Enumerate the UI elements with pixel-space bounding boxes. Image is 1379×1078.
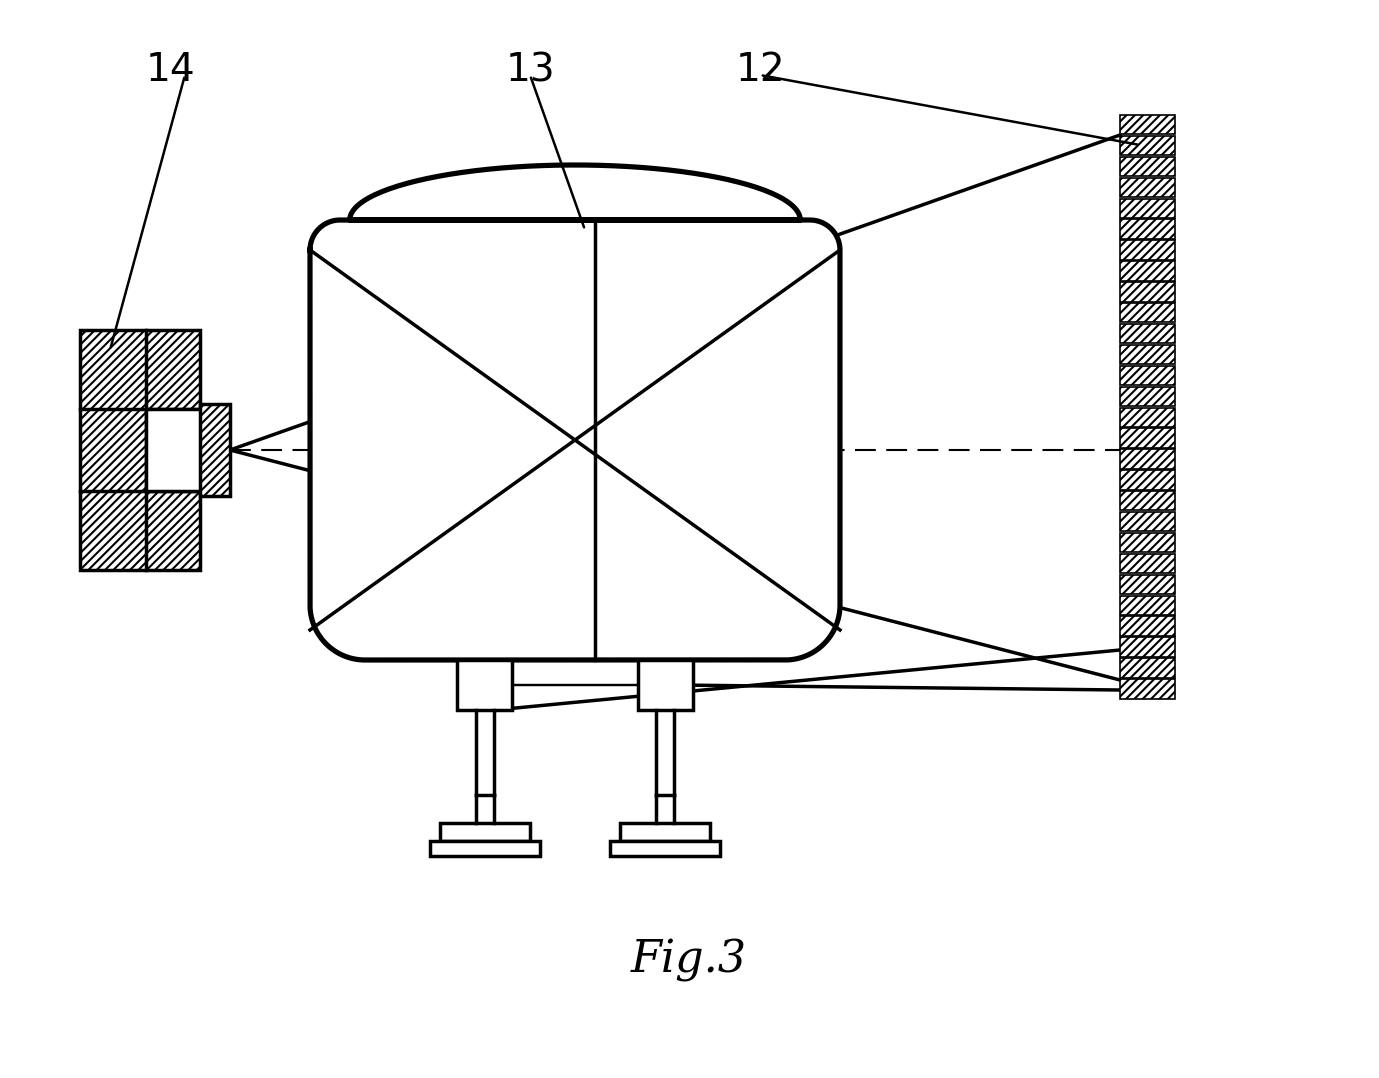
Bar [1120, 679, 1175, 699]
Bar [1120, 303, 1175, 322]
Bar [1120, 136, 1175, 155]
Bar [1120, 617, 1175, 636]
Bar [621, 823, 710, 841]
Bar [1120, 428, 1175, 447]
Bar [430, 841, 541, 856]
Bar [1120, 659, 1175, 678]
Bar [1120, 345, 1175, 364]
Bar [1120, 470, 1175, 489]
Bar [1120, 115, 1175, 135]
Bar [1120, 240, 1175, 260]
Bar [146, 410, 205, 490]
Bar [1120, 261, 1175, 280]
Bar [80, 330, 200, 570]
Bar [1120, 387, 1175, 406]
Bar [1120, 261, 1175, 280]
Bar [1120, 178, 1175, 197]
Text: 12: 12 [735, 51, 785, 89]
Bar [1120, 282, 1175, 302]
Bar [1120, 156, 1175, 176]
Bar [458, 660, 513, 710]
Bar [1120, 659, 1175, 678]
Polygon shape [310, 165, 840, 660]
Bar [1120, 136, 1175, 155]
Bar [1120, 323, 1175, 343]
Bar [1120, 365, 1175, 385]
Bar [610, 841, 720, 856]
Bar [1120, 637, 1175, 657]
Bar [1120, 198, 1175, 218]
Bar [1120, 492, 1175, 511]
Bar [1120, 554, 1175, 573]
Bar [200, 404, 230, 496]
Bar [1120, 533, 1175, 552]
Bar [1120, 240, 1175, 260]
Bar [1120, 512, 1175, 531]
Bar [637, 660, 692, 710]
Bar [1120, 450, 1175, 469]
Bar [1120, 387, 1175, 406]
Bar [1120, 595, 1175, 614]
Bar [1120, 554, 1175, 573]
Bar [1120, 282, 1175, 302]
Bar [440, 823, 530, 841]
Bar [1120, 492, 1175, 511]
Bar [1120, 407, 1175, 427]
Text: 14: 14 [145, 51, 194, 89]
Bar [1120, 303, 1175, 322]
Bar [1120, 323, 1175, 343]
Bar [1120, 220, 1175, 239]
Bar [1120, 637, 1175, 657]
Bar [1120, 428, 1175, 447]
Text: 13: 13 [505, 51, 554, 89]
Bar [1120, 178, 1175, 197]
Text: Fig.3: Fig.3 [632, 939, 747, 982]
Bar [1120, 365, 1175, 385]
Bar [1120, 407, 1175, 427]
Bar [1120, 679, 1175, 699]
Bar [1120, 575, 1175, 594]
Bar [1120, 595, 1175, 614]
Bar [1120, 198, 1175, 218]
Bar [1120, 220, 1175, 239]
Bar [1120, 533, 1175, 552]
Bar [1120, 617, 1175, 636]
Bar [1120, 345, 1175, 364]
Bar [1120, 575, 1175, 594]
Bar [1120, 512, 1175, 531]
Bar [1120, 470, 1175, 489]
Bar [1120, 156, 1175, 176]
Bar [1120, 115, 1175, 135]
Bar [1120, 450, 1175, 469]
